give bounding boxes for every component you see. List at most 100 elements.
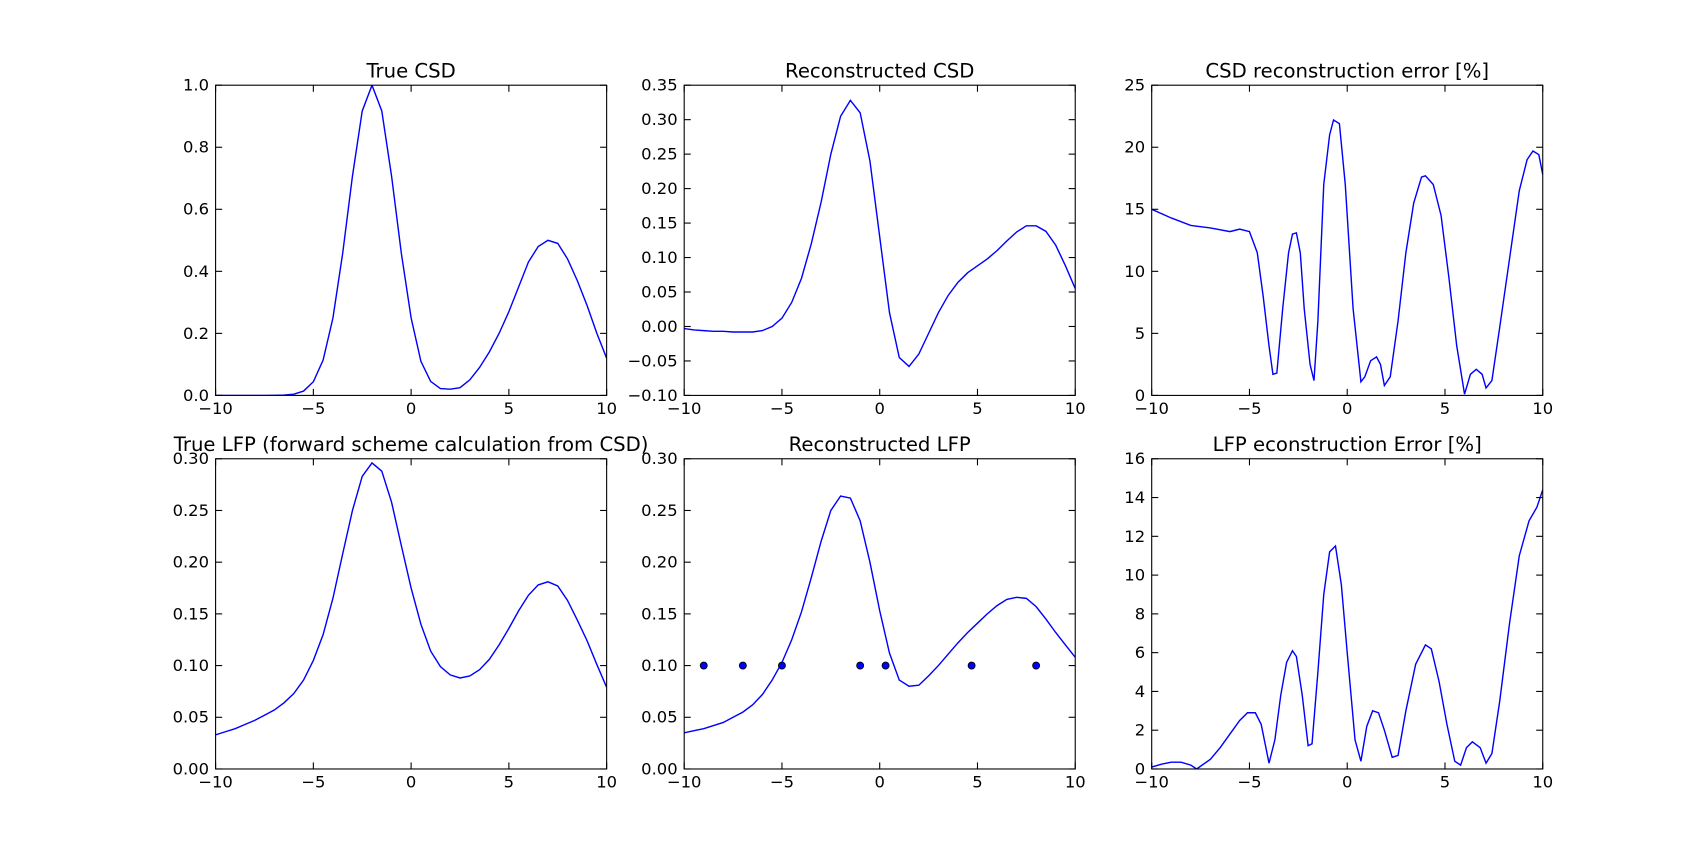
y-tick-label: 15	[1124, 200, 1145, 219]
x-tick-label: −10	[667, 773, 702, 792]
chart-title: Reconstructed LFP	[789, 433, 971, 456]
y-tick-label: 8	[1135, 604, 1145, 623]
x-tick-label: −5	[301, 773, 325, 792]
x-tick-label: 10	[1065, 399, 1086, 418]
y-tick-label: 1.0	[183, 76, 209, 95]
y-tick-label: 10	[1124, 566, 1145, 585]
y-tick-label: 6	[1135, 643, 1145, 662]
chart-title: Reconstructed CSD	[785, 60, 974, 83]
data-line	[1151, 489, 1543, 769]
data-line	[215, 85, 607, 396]
y-tick-label: 0.25	[641, 501, 677, 520]
chart-title: CSD reconstruction error [%]	[1205, 60, 1489, 83]
x-tick-label: −10	[1134, 773, 1169, 792]
x-tick-label: −10	[667, 399, 702, 418]
x-tick-label: 5	[504, 399, 514, 418]
axes-frame	[1151, 458, 1544, 770]
y-tick-label: 0.15	[641, 604, 677, 623]
x-tick-label: 0	[875, 399, 885, 418]
y-tick-label: 14	[1124, 488, 1145, 507]
plot-area	[684, 99, 1076, 368]
x-tick-label: 0	[1342, 399, 1352, 418]
data-line	[684, 99, 1076, 368]
y-tick-label: 0.00	[173, 759, 209, 778]
x-tick-label: −5	[770, 773, 794, 792]
y-tick-label: 0.05	[641, 708, 677, 727]
x-tick-label: 10	[1532, 399, 1553, 418]
chart-title: True CSD	[365, 60, 455, 83]
x-tick-label: 0	[875, 773, 885, 792]
x-tick-label: 10	[596, 773, 617, 792]
x-tick-label: −10	[1134, 399, 1169, 418]
y-tick-label: 0.05	[641, 282, 677, 301]
scatter-point	[967, 661, 976, 670]
y-tick-label: 4	[1135, 682, 1145, 701]
plot-area	[215, 461, 607, 736]
y-tick-label: 0.10	[641, 656, 677, 675]
scatter-point	[778, 661, 786, 670]
x-tick-label: 0	[1342, 773, 1352, 792]
y-tick-label: 0.05	[173, 708, 209, 727]
y-tick-label: 0.30	[641, 110, 677, 129]
y-tick-label: 0.20	[641, 179, 677, 198]
x-tick-label: 0	[406, 773, 416, 792]
y-tick-label: 0.10	[641, 248, 677, 267]
y-tick-label: 0.20	[641, 553, 677, 572]
scatter-point	[738, 661, 747, 670]
y-tick-label: 25	[1124, 76, 1145, 95]
y-tick-label: 0.35	[641, 76, 677, 95]
scatter-point	[1032, 661, 1041, 670]
plot-area	[215, 85, 607, 396]
x-tick-label: 10	[1065, 773, 1086, 792]
x-tick-label: 5	[972, 399, 982, 418]
x-tick-label: 5	[1440, 399, 1450, 418]
x-tick-label: −5	[1237, 399, 1261, 418]
y-tick-label: 0.0	[183, 386, 209, 405]
y-tick-label: −0.05	[627, 351, 677, 370]
data-line	[215, 461, 607, 736]
y-tick-label: 0.4	[183, 262, 209, 281]
y-tick-label: 0.2	[183, 324, 209, 343]
y-tick-label: 0.00	[641, 759, 677, 778]
y-tick-label: 16	[1124, 449, 1145, 468]
x-tick-label: −10	[198, 399, 233, 418]
y-tick-label: −0.10	[627, 386, 677, 405]
y-tick-label: 10	[1124, 262, 1145, 281]
y-tick-label: 0.6	[183, 200, 209, 219]
plot-area	[1151, 118, 1543, 395]
y-tick-label: 20	[1124, 138, 1145, 157]
x-tick-label: 10	[1532, 773, 1553, 792]
data-line	[684, 495, 1076, 734]
y-tick-label: 0.25	[641, 145, 677, 164]
x-tick-label: 5	[504, 773, 514, 792]
y-tick-label: 0.15	[641, 214, 677, 233]
y-tick-label: 0.10	[173, 656, 209, 675]
y-tick-label: 12	[1124, 527, 1145, 546]
data-line	[1151, 118, 1543, 395]
y-tick-label: 0.20	[173, 553, 209, 572]
scatter-point	[881, 661, 890, 670]
x-tick-label: 5	[1440, 773, 1450, 792]
y-tick-label: 2	[1135, 721, 1145, 740]
y-tick-label: 0.00	[641, 317, 677, 336]
y-tick-label: 5	[1135, 324, 1145, 343]
y-tick-label: 0.8	[183, 138, 209, 157]
axes-frame	[215, 458, 608, 770]
x-tick-label: −10	[198, 773, 233, 792]
scatter-point	[856, 661, 865, 670]
y-tick-label: 0.30	[173, 449, 209, 468]
plot-area	[684, 495, 1076, 734]
chart-title: LFP econstruction Error [%]	[1213, 433, 1482, 456]
y-tick-label: 0	[1135, 386, 1145, 405]
y-tick-label: 0	[1135, 759, 1145, 778]
y-tick-label: 0.30	[641, 449, 677, 468]
x-tick-label: 10	[596, 399, 617, 418]
plot-area	[1151, 489, 1543, 769]
axes-frame	[1151, 84, 1544, 396]
scatter-point	[699, 661, 708, 670]
x-tick-label: −5	[770, 399, 794, 418]
y-tick-label: 0.15	[173, 604, 209, 623]
x-tick-label: −5	[301, 399, 325, 418]
x-tick-label: 0	[406, 399, 416, 418]
